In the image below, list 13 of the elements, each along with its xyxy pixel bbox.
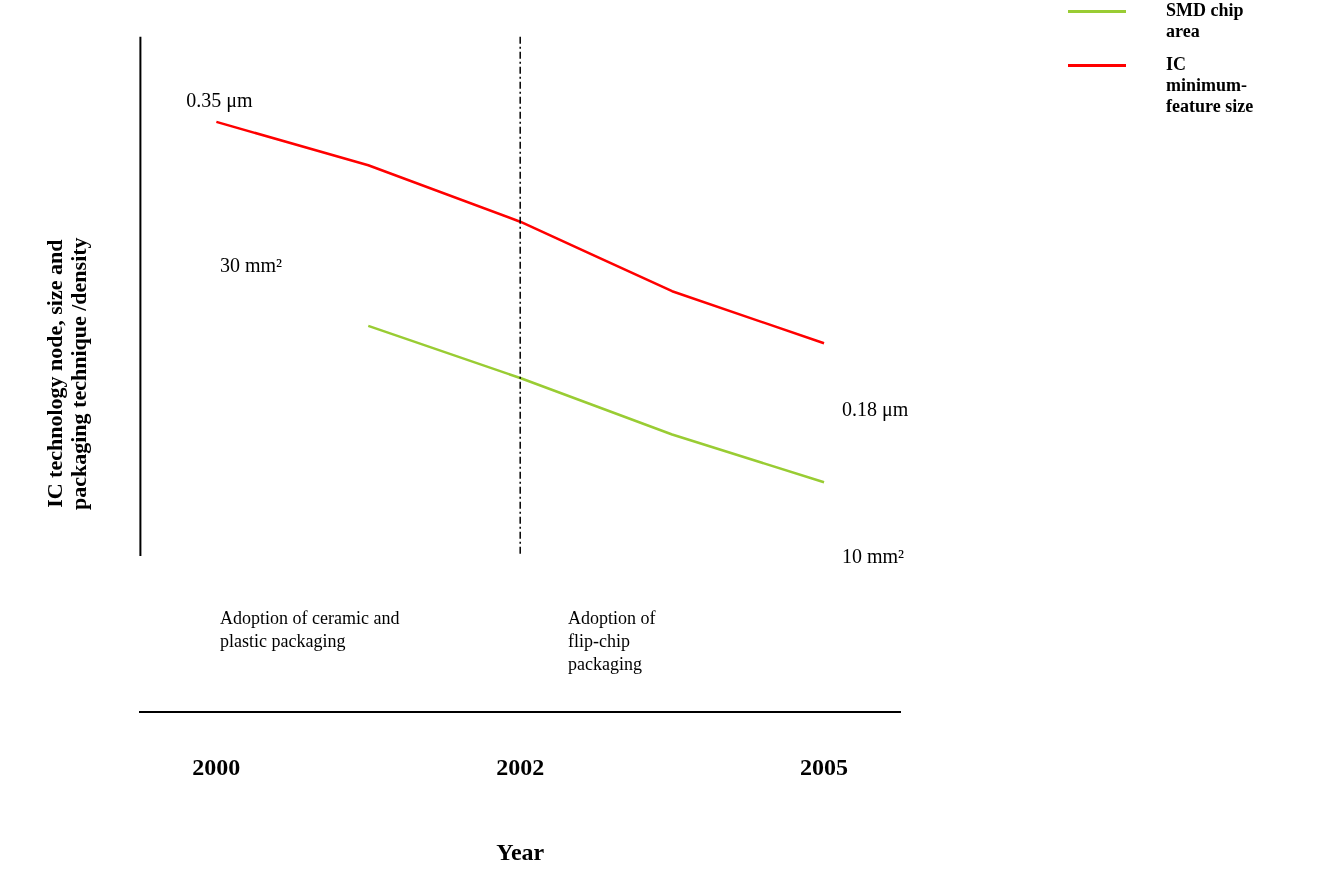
x-tick-label: 2002 (496, 754, 545, 780)
text: Adoption of flip-chip packaging (568, 607, 657, 676)
x-tick-label: 2000 (192, 754, 241, 780)
x-tick-label: 2005 (800, 754, 849, 780)
text: Adoption of ceramic and plastic packaging (220, 607, 401, 653)
annotation: 0.18 μm (842, 398, 910, 421)
annotation: 10 mm² (842, 545, 906, 568)
annotation: 30 mm² (220, 254, 284, 277)
annotation: 0.35 μm (186, 89, 254, 113)
x-axis-title: Year (496, 838, 545, 865)
legend-label: SMD chip area (1166, 0, 1245, 42)
y-axis-title: IC technology node, size and packaging technique /density (41, 237, 91, 510)
legend-label: IC minimum-feature size (1166, 54, 1255, 117)
